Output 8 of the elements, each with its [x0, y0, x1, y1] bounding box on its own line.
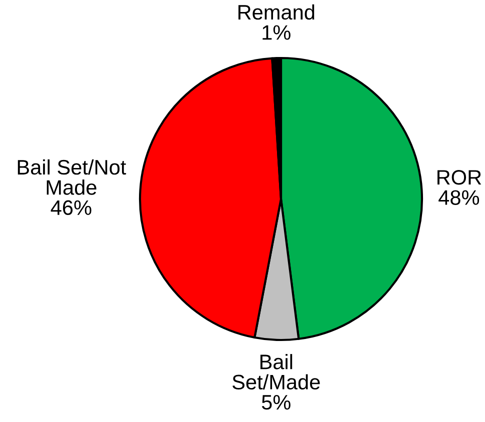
slice-label: Bail Set/Made [232, 354, 320, 390]
data-label: 46% [50, 200, 92, 216]
slice-label: ROR [438, 170, 482, 185]
slice-label: Bail Set/Not Made [18, 159, 126, 195]
slice-label: Remand [238, 4, 314, 20]
data-label: 48% [438, 190, 480, 205]
data-label: 1% [262, 25, 290, 40]
data-label: 5% [262, 395, 290, 410]
